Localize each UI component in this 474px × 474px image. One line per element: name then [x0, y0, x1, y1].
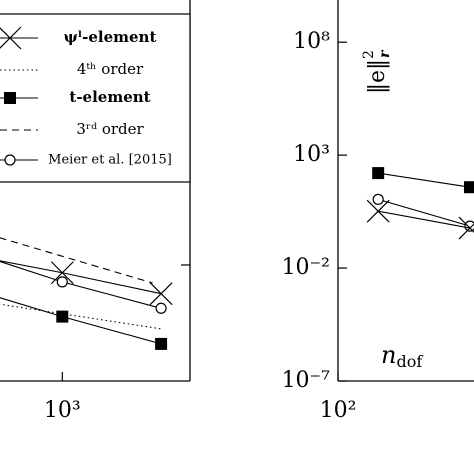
plot-area — [366, 167, 474, 240]
label-base: n — [381, 341, 396, 369]
series-line — [0, 237, 153, 284]
series-line — [0, 297, 162, 345]
plot-area — [0, 237, 173, 350]
x-axis-label: ndof — [381, 341, 423, 371]
marker — [50, 261, 74, 285]
x-tick-label: 10² — [320, 398, 357, 423]
legend-label: ψˡ-element — [64, 28, 157, 46]
marker — [366, 199, 390, 223]
legend-label: 4ᵗʰ order — [77, 60, 144, 78]
y-axis-label: ‖e‖2r — [361, 49, 393, 94]
label-sub: dof — [396, 352, 423, 371]
overlay: ψˡ-element 4ᵗʰ order t-element 3ʳᵈ order Mei… — [0, 13, 423, 371]
legend-marker — [4, 92, 16, 104]
marker — [464, 220, 474, 232]
marker — [56, 276, 68, 288]
legend-label: 3ʳᵈ order — [76, 120, 144, 138]
legend-marker — [4, 154, 16, 166]
marker — [372, 193, 384, 205]
y-tick-label: 10⁸ — [293, 29, 330, 54]
marker — [372, 167, 385, 180]
legend-label: t-element — [69, 88, 150, 106]
marker — [149, 282, 173, 306]
series-line — [378, 210, 471, 229]
y-tick-label: 10³ — [293, 142, 330, 167]
legend-label: Meier et al. [2015] — [48, 153, 172, 168]
label-sub: r — [377, 49, 393, 58]
y-tick-label: 10⁻² — [282, 255, 330, 280]
y-tick-label: 10⁻⁷ — [282, 368, 331, 393]
marker — [458, 216, 474, 240]
marker — [56, 310, 69, 323]
label-base: ‖e‖ — [365, 59, 390, 94]
series-line — [378, 172, 471, 188]
marker — [463, 181, 474, 194]
marker — [155, 302, 167, 314]
legend-marker — [0, 26, 22, 50]
x-tick-label: 10³ — [44, 398, 81, 423]
marker — [155, 337, 168, 350]
series-line — [378, 198, 471, 227]
label-sup: 2 — [361, 50, 377, 59]
